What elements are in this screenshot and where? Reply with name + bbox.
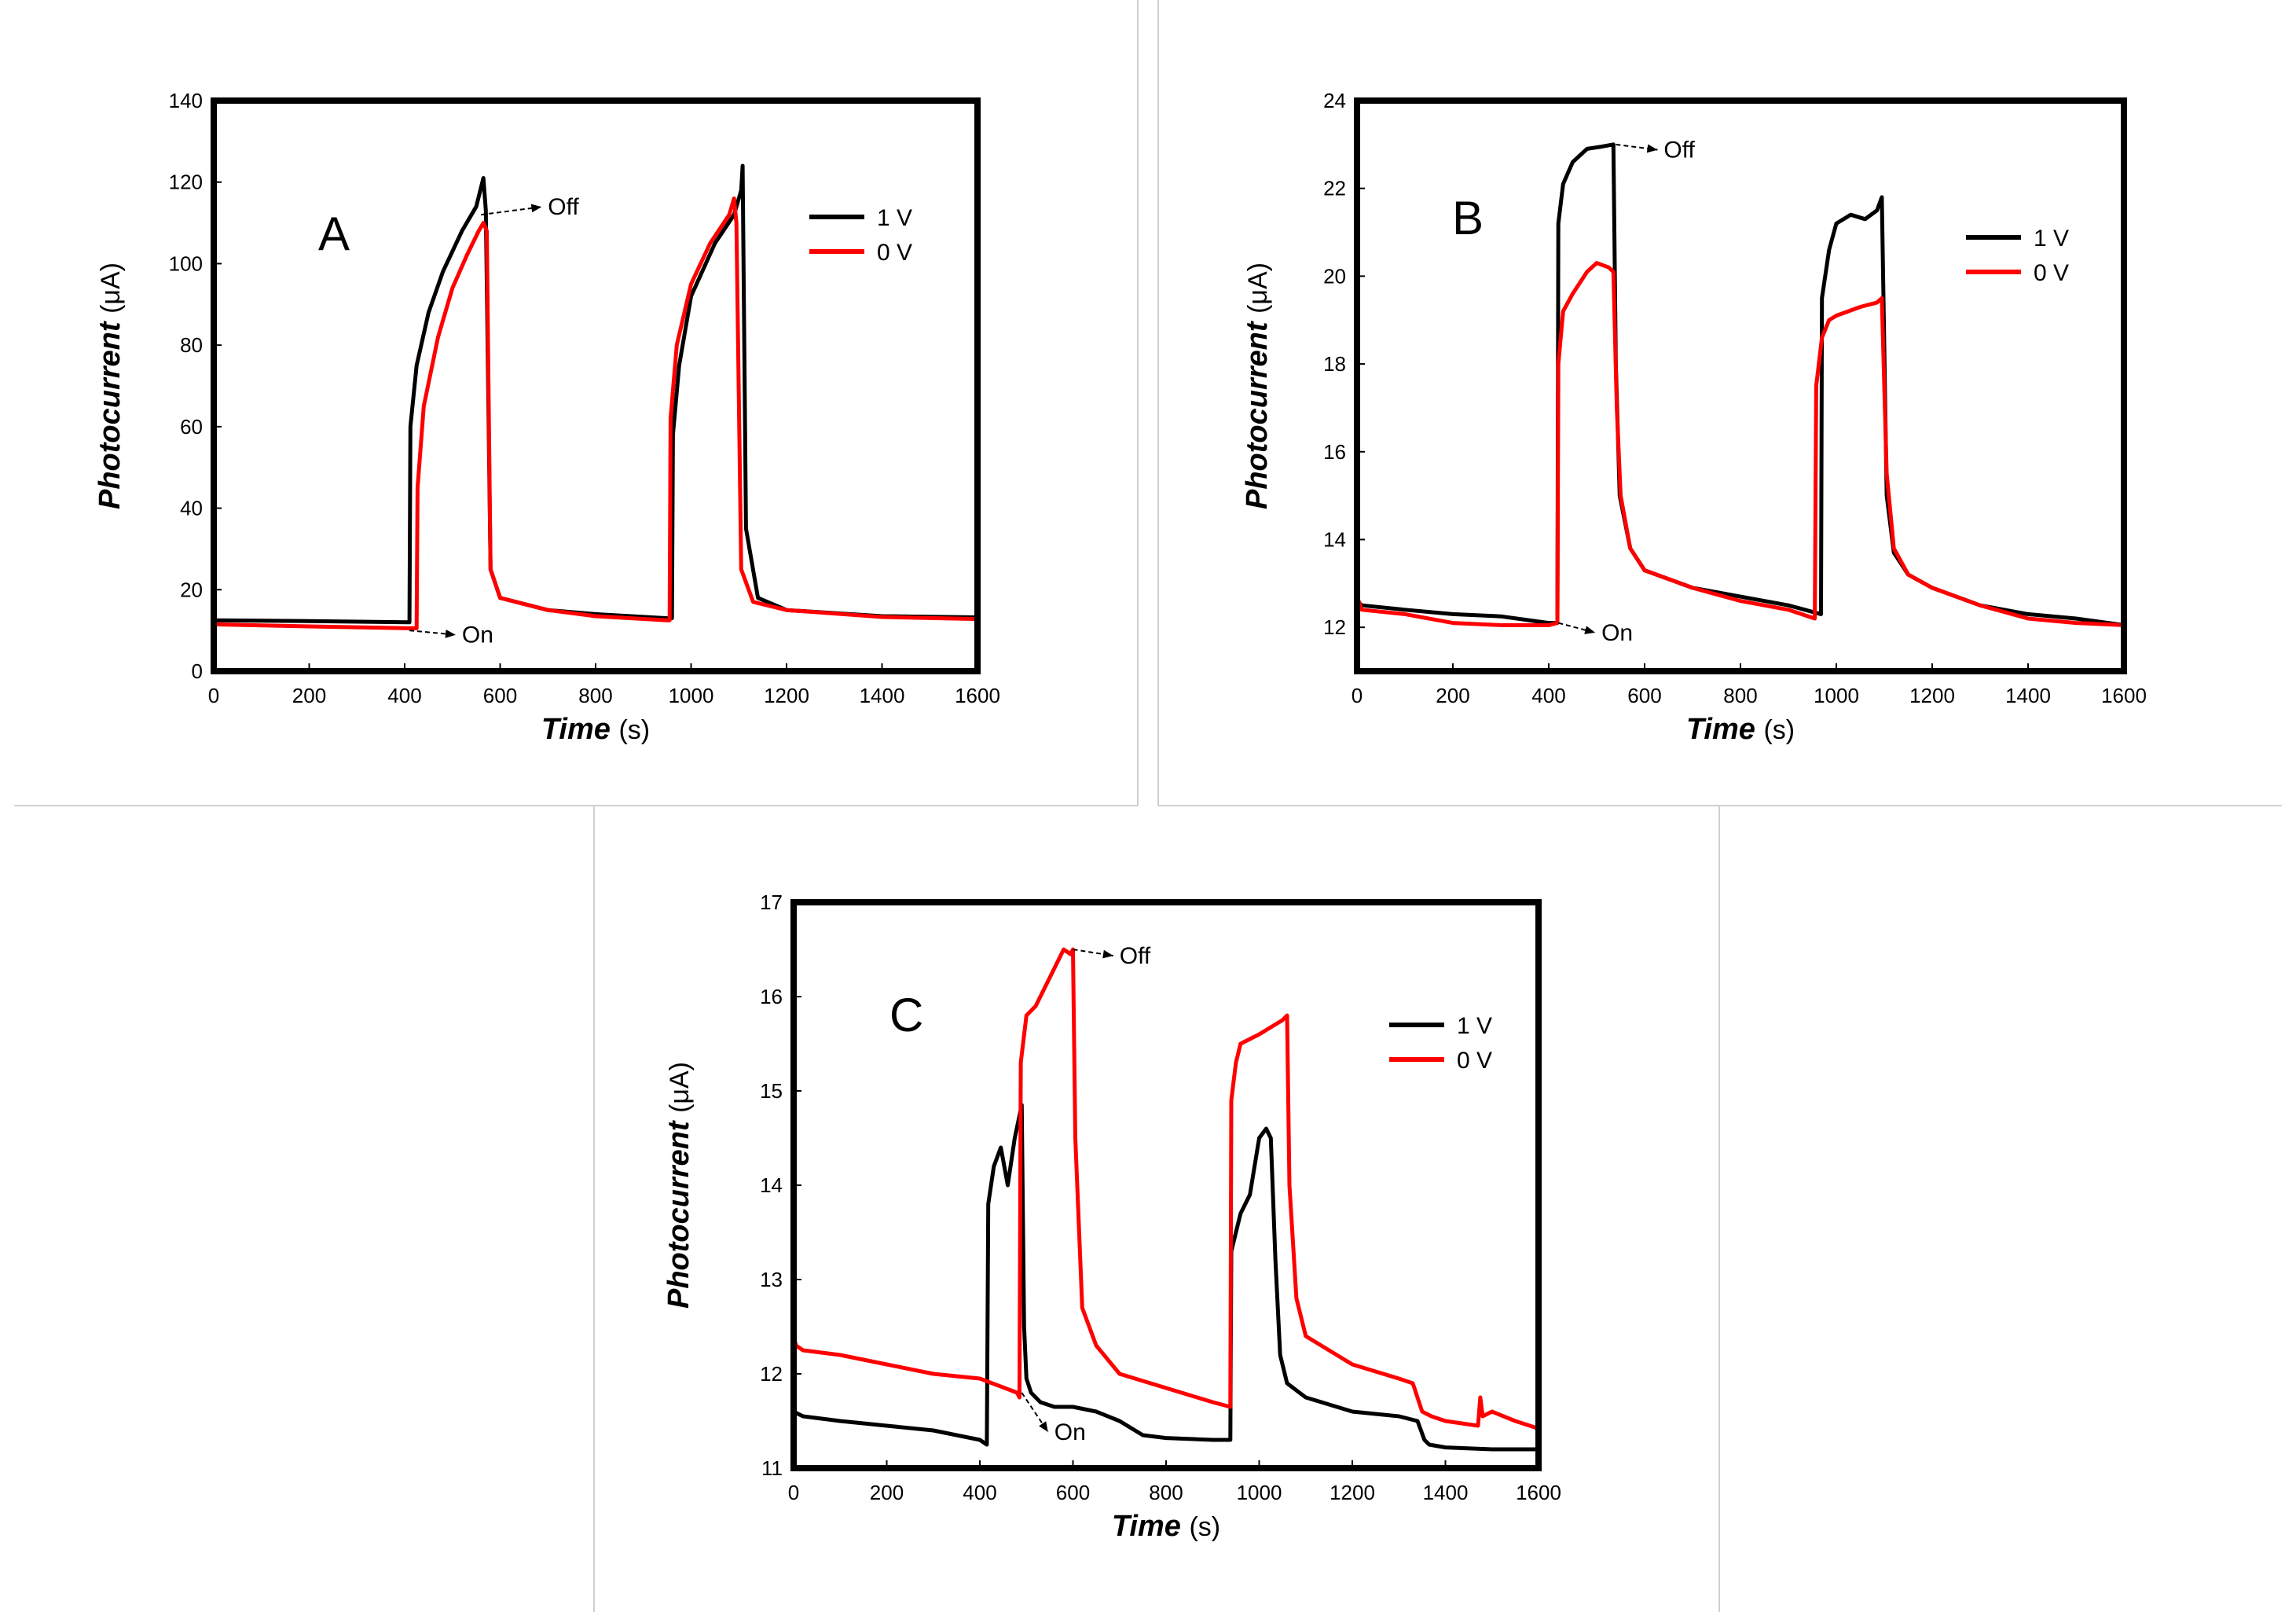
chart-a-ytick-label: 140 bbox=[169, 89, 203, 112]
chart-c-ytick-label: 11 bbox=[761, 1456, 783, 1480]
chart-c-legend-label-1v: 1 V bbox=[1457, 1013, 1492, 1039]
chart-c-panel-letter: C bbox=[889, 989, 923, 1041]
chart-b-ytick-label: 24 bbox=[1323, 89, 1346, 112]
chart-b-xtick-label: 1400 bbox=[2005, 684, 2051, 707]
chart-b-xtick-label: 1000 bbox=[1814, 684, 1859, 707]
chart-c-xtick-label: 1600 bbox=[1516, 1481, 1561, 1504]
chart-a-plot-frame bbox=[211, 97, 981, 674]
chart-a-xtick-label: 1600 bbox=[955, 684, 1000, 707]
chart-a-panel-letter: A bbox=[318, 207, 350, 260]
chart-a-annotation-arrowhead-off bbox=[530, 204, 542, 213]
chart-c-xtick-label: 800 bbox=[1149, 1481, 1183, 1504]
chart-c-ytick-label: 13 bbox=[760, 1268, 783, 1291]
chart-a-series-1v-line bbox=[211, 163, 980, 625]
chart-a-y-axis-title: Photocurrent (μA) bbox=[94, 263, 127, 509]
chart-b-ytick-label: 14 bbox=[1323, 527, 1346, 551]
chart-c-legend-label-0v: 0 V bbox=[1457, 1048, 1492, 1074]
chart-a-ytick-label: 60 bbox=[180, 415, 203, 439]
chart-c-x-axis-title: Time (s) bbox=[1112, 1510, 1220, 1543]
chart-panel-b: 12 14 16 18 20 22 24 0 200 400 600 800 1000 1200 1400 1… bbox=[1241, 89, 2147, 746]
chart-b-legend-label-1v: 1 V bbox=[2034, 226, 2069, 252]
chart-b-ytick-label: 18 bbox=[1323, 352, 1346, 376]
chart-a-xtick-label: 600 bbox=[483, 684, 517, 707]
chart-c-xtick-label: 200 bbox=[870, 1481, 904, 1504]
chart-c-ytick-label: 17 bbox=[760, 890, 783, 914]
chart-c-ytick-label: 12 bbox=[760, 1362, 783, 1386]
chart-b-xtick-label: 400 bbox=[1531, 684, 1565, 707]
chart-b-xtick-label: 200 bbox=[1436, 684, 1469, 707]
chart-c-ytick-label: 14 bbox=[760, 1173, 783, 1197]
chart-a-ytick-label: 120 bbox=[169, 171, 203, 194]
chart-a-xtick-label: 1000 bbox=[669, 684, 714, 707]
chart-c-ytick-label: 15 bbox=[760, 1079, 783, 1103]
chart-b-ytick-label: 16 bbox=[1323, 440, 1346, 464]
chart-a-xtick-label: 800 bbox=[578, 684, 612, 707]
chart-c-y-axis-title: Photocurrent (μA) bbox=[662, 1062, 695, 1309]
chart-b-x-axis-title: Time (s) bbox=[1686, 713, 1795, 746]
chart-a-series-0v-line bbox=[211, 196, 980, 630]
chart-b-annotation-arrowhead-on bbox=[1584, 626, 1596, 634]
chart-a-xtick-label: 1200 bbox=[764, 684, 809, 707]
chart-a-ytick-label: 80 bbox=[180, 333, 203, 357]
chart-b-series-0v-line bbox=[1355, 261, 2126, 627]
chart-c-annotation-arrowhead-on bbox=[1039, 1421, 1048, 1432]
chart-c-xtick-label: 1000 bbox=[1237, 1481, 1282, 1504]
chart-b-xtick-label: 0 bbox=[1352, 684, 1363, 707]
chart-a-x-axis-title: Time (s) bbox=[541, 713, 650, 746]
chart-c-series-0v-line bbox=[791, 947, 1541, 1431]
chart-a-ytick-label: 100 bbox=[169, 252, 203, 275]
chart-a-ytick-label: 0 bbox=[192, 659, 203, 683]
chart-c-annotation-arrowhead-off bbox=[1102, 949, 1113, 959]
chart-b-xtick-label: 800 bbox=[1723, 684, 1757, 707]
chart-c-ytick-label: 16 bbox=[760, 985, 783, 1008]
chart-b-ytick-label: 22 bbox=[1323, 177, 1346, 200]
chart-b-xtick-label: 1200 bbox=[1909, 684, 1955, 707]
chart-b-plot-frame bbox=[1354, 97, 2127, 674]
chart-b-annotation-arrowhead-off bbox=[1646, 144, 1658, 153]
chart-b-panel-letter: B bbox=[1452, 192, 1484, 244]
chart-c-plot-frame bbox=[790, 899, 1542, 1471]
chart-a-xtick-label: 400 bbox=[387, 684, 421, 707]
chart-a-ytick-label: 20 bbox=[180, 578, 203, 601]
chart-b-ytick-label: 12 bbox=[1323, 615, 1346, 639]
chart-c-xtick-label: 0 bbox=[788, 1481, 799, 1504]
chart-a-xtick-label: 0 bbox=[208, 684, 219, 707]
chart-c-xtick-label: 400 bbox=[963, 1481, 996, 1504]
chart-c-annotation-label-off: Off bbox=[1120, 943, 1151, 969]
chart-a-xtick-label: 1400 bbox=[860, 684, 905, 707]
chart-b-ytick-label: 20 bbox=[1323, 264, 1346, 288]
chart-c-xtick-label: 600 bbox=[1056, 1481, 1090, 1504]
chart-b-annotation-label-off: Off bbox=[1663, 138, 1695, 163]
chart-c-series-1v-line bbox=[791, 1103, 1541, 1452]
chart-b-y-axis-title: Photocurrent (μA) bbox=[1241, 263, 1274, 509]
chart-b-xtick-label: 1600 bbox=[2101, 684, 2147, 707]
chart-panel-c: 11 12 13 14 15 16 17 0 200 400 600 800 1000 1200 1400 1… bbox=[662, 890, 1561, 1543]
chart-a-annotation-label-on: On bbox=[462, 622, 493, 648]
chart-a-xtick-label: 200 bbox=[292, 684, 326, 707]
chart-b-legend-label-0v: 0 V bbox=[2034, 260, 2069, 286]
chart-a-legend-label-0v: 0 V bbox=[877, 240, 912, 266]
chart-c-xtick-label: 1400 bbox=[1423, 1481, 1469, 1504]
chart-c-xtick-label: 1200 bbox=[1330, 1481, 1375, 1504]
chart-a-ytick-label: 40 bbox=[180, 497, 203, 520]
chart-b-xtick-label: 600 bbox=[1627, 684, 1661, 707]
chart-a-legend-label-1v: 1 V bbox=[877, 205, 912, 231]
chart-c-annotation-label-on: On bbox=[1054, 1419, 1086, 1445]
chart-a-annotation-label-off: Off bbox=[548, 194, 579, 220]
chart-a-annotation-arrow-off bbox=[481, 206, 542, 216]
chart-a-annotation-arrowhead-on bbox=[445, 630, 456, 638]
chart-b-annotation-label-on: On bbox=[1601, 620, 1633, 646]
